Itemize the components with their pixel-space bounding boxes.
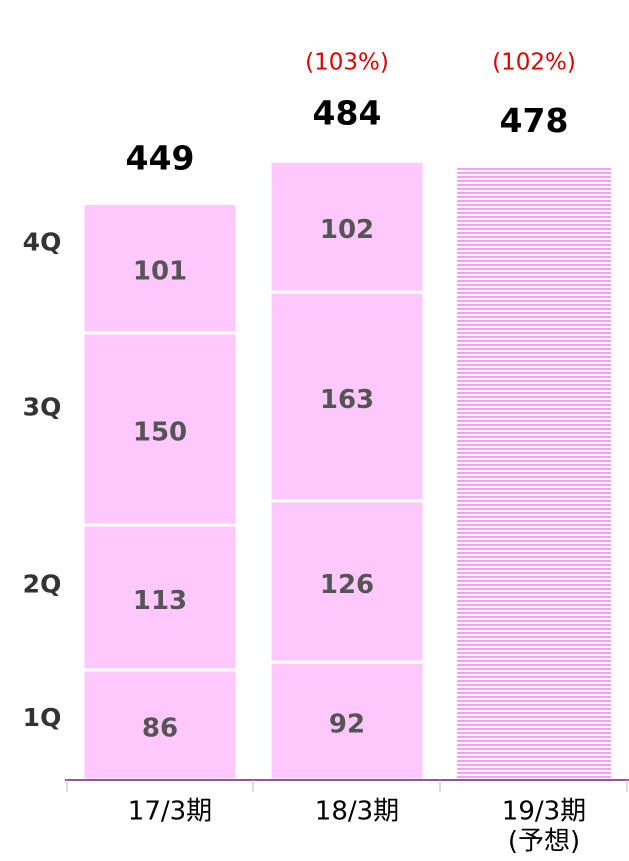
segment-label: 101: [133, 257, 187, 287]
segment-label: 92: [329, 710, 365, 740]
forecast-bar: [457, 167, 611, 781]
segment-label: 126: [320, 570, 374, 600]
x-tick-label: 19/3期: [502, 797, 586, 827]
total-label: 449: [126, 138, 195, 177]
x-tick-label: 17/3期: [128, 797, 212, 827]
x-tick-note: (予想): [508, 827, 580, 857]
segment-label: 86: [142, 713, 178, 743]
bar-segment: [81, 523, 239, 672]
segment-label: 102: [320, 215, 374, 245]
bar-segment: [81, 668, 239, 782]
segment-label: 150: [133, 418, 187, 448]
bar-segment: [268, 159, 426, 294]
bar-segment: [268, 290, 426, 503]
legend-label: 1Q: [23, 703, 62, 732]
total-label: 478: [500, 101, 569, 140]
growth-label: (102%): [492, 50, 576, 76]
bar-segment: [81, 202, 239, 335]
segment-label: 113: [133, 586, 187, 616]
segment-label: 163: [320, 385, 374, 415]
legend-label: 2Q: [23, 569, 62, 598]
bar-segment: [268, 499, 426, 664]
growth-label: (103%): [305, 50, 389, 76]
legend-label: 3Q: [23, 393, 62, 422]
total-label: 484: [313, 94, 382, 133]
x-tick-label: 18/3期: [315, 797, 399, 827]
legend-label: 4Q: [23, 227, 62, 256]
